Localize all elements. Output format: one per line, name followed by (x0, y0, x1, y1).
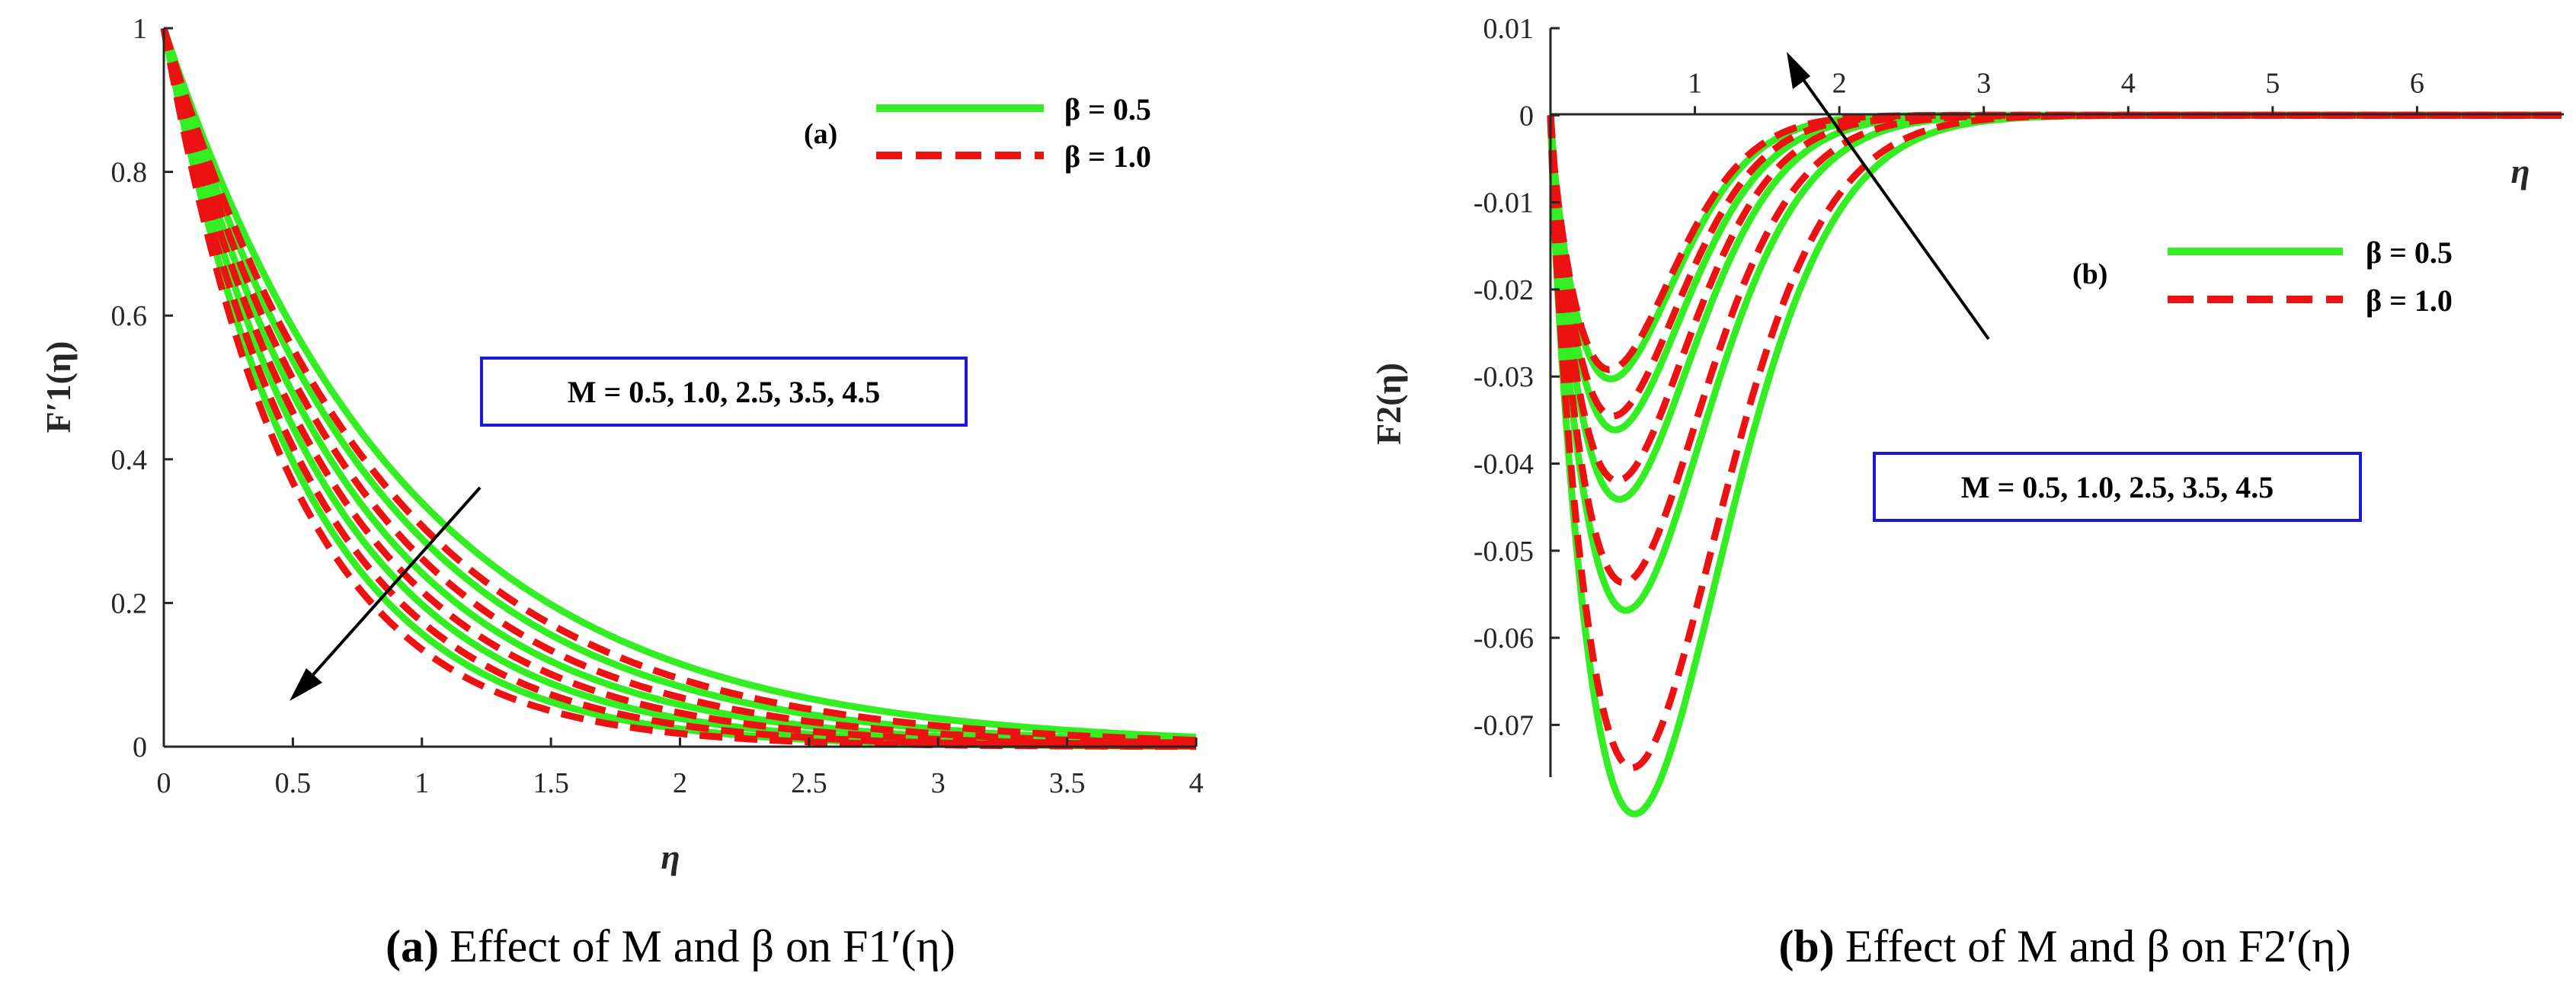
panel-b-trend-arrow (1797, 71, 1990, 341)
panel-b-x-tick-label: 1 (1688, 67, 1702, 99)
panel-a-x-tick-label: 2 (673, 767, 687, 799)
panel-a-x-label: η (661, 837, 680, 876)
panel-a-caption: (a) Effect of M and β on F1′(η) (386, 921, 955, 971)
panel-b-x-tick-label: 5 (2265, 67, 2280, 99)
panel-b-legend-dashed-label: β = 1.0 (2366, 283, 2453, 318)
panel-a-series-line (160, 27, 1197, 741)
panel-a-trend-arrowhead (290, 668, 322, 701)
panel-b-caption: (b) Effect of M and β on F2′(η) (1778, 921, 2350, 971)
panel-a-y-tick-label: 0.4 (111, 444, 148, 476)
panel-a-x-tick-label: 0 (157, 767, 171, 799)
panel-b-y-tick-label: -0.06 (1474, 622, 1534, 654)
panel-b-y-label: F2(η) (1369, 363, 1408, 445)
panel-b-parameter-text: M = 0.5, 1.0, 2.5, 3.5, 4.5 (1961, 470, 2274, 504)
panel-a-y-tick-label: 0.8 (111, 157, 148, 189)
panel-a-caption-prefix: (a) (386, 921, 439, 971)
panel-a-y-tick-label: 1 (133, 13, 147, 45)
panel-b-caption-prefix: (b) (1778, 921, 1834, 971)
panel-a-y-tick-label: 0 (133, 731, 147, 763)
panel-a-legend-dashed-label: β = 1.0 (1064, 139, 1151, 174)
panel-a-x-tick-label: 1.5 (533, 767, 569, 799)
panel-b-legend-solid-label: β = 0.5 (2366, 235, 2453, 270)
panel-b-chart: 1 2 3 4 5 6 0.01 0 -0.01 -0.02 -0.03 -0.04 -0.05 -0.0… (1369, 13, 2564, 818)
panel-b-y-tick-label: -0.01 (1474, 187, 1534, 219)
panel-b-ticks: 1 2 3 4 5 6 0.01 0 -0.01 -0.02 -0.03 -0.04 -0.05 -0.0… (1474, 13, 2424, 741)
panel-a-label: (a) (804, 118, 837, 150)
panel-a-chart: 0 0.5 1 1.5 2 2.5 3 3.5 4 0 0.2 0.4 0.6 0.8 1 η F′1(η)… (39, 13, 1204, 876)
panel-a-x-tick-label: 2.5 (791, 767, 827, 799)
panel-b-x-tick-label: 4 (2121, 67, 2136, 99)
panel-a-y-tick-label: 0.2 (111, 587, 148, 619)
panel-b-series-line (1547, 111, 2562, 614)
panel-a-series-line (160, 27, 1196, 749)
panel-a-series-line (160, 27, 1196, 750)
panel-b-y-tick-label: 0.01 (1483, 13, 1534, 45)
panel-b-caption-text: Effect of M and β on F2′(η) (1845, 921, 2351, 971)
panel-a-parameter-box (480, 357, 968, 427)
panel-b-x-tick-label: 2 (1832, 67, 1847, 99)
panel-a-y-label: F′1(η) (39, 341, 78, 434)
panel-a-ticks: 0 0.5 1 1.5 2 2.5 3 3.5 4 0 0.2 0.4 0.6 0.8 1 (111, 13, 1204, 799)
panel-a-series-line (160, 27, 1197, 747)
panel-a-y-tick-label: 0.6 (111, 300, 148, 332)
panel-a-parameter-text: M = 0.5, 1.0, 2.5, 3.5, 4.5 (568, 375, 881, 409)
panel-b-x-tick-label: 3 (1976, 67, 1991, 99)
panel-b-y-tick-label: -0.05 (1474, 536, 1534, 568)
panel-b-series-line (1547, 111, 2562, 434)
panel-a-trend-arrow (302, 486, 482, 687)
panel-a-x-tick-label: 4 (1189, 767, 1204, 799)
panel-a-legend-solid-label: β = 0.5 (1064, 92, 1151, 126)
panel-b-trend-arrowhead (1787, 52, 1810, 89)
panel-b-y-tick-label: -0.07 (1474, 709, 1534, 741)
panel-b-y-tick-label: -0.03 (1474, 361, 1534, 393)
panel-a-x-tick-label: 3 (931, 767, 946, 799)
panel-b-x-label: η (2510, 152, 2530, 190)
panel-b-label: (b) (2072, 258, 2107, 290)
panel-a-series-line (160, 27, 1197, 744)
panel-b-y-tick-label: 0 (1519, 100, 1534, 132)
panel-b-x-tick-label: 6 (2410, 67, 2424, 99)
panel-b-parameter-box (1873, 452, 2362, 522)
panel-a-x-tick-label: 1 (414, 767, 429, 799)
panel-a-caption-text: Effect of M and β on F1′(η) (450, 921, 955, 971)
panel-b-y-tick-label: -0.02 (1474, 274, 1534, 306)
panel-a-x-tick-label: 0.5 (275, 767, 312, 799)
panel-b-y-tick-label: -0.04 (1474, 449, 1534, 481)
panel-a-x-tick-label: 3.5 (1049, 767, 1086, 799)
panel-a-series-lines (160, 27, 1197, 750)
